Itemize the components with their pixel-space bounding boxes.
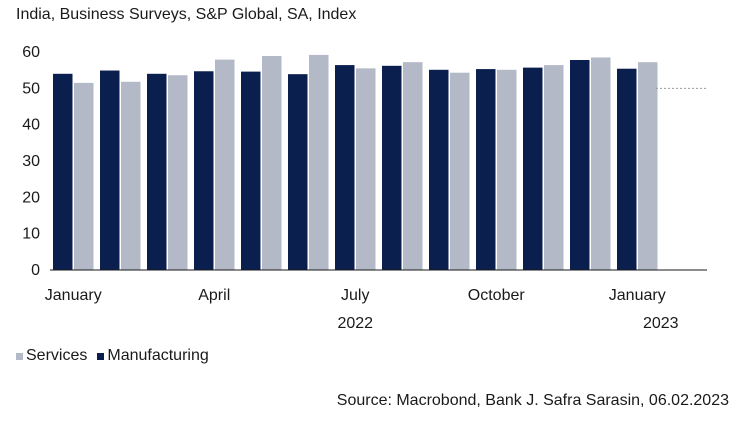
x-tick-label: October (468, 287, 526, 304)
bar-services (168, 75, 188, 271)
bar-services (121, 81, 141, 270)
y-tick-label: 20 (22, 189, 40, 206)
chart-title: India, Business Surveys, S&P Global, SA,… (16, 6, 357, 23)
legend-item-manufacturing: Manufacturing (97, 347, 209, 365)
bar-manufacturing (241, 71, 261, 271)
bar-services (215, 59, 235, 270)
bar-manufacturing (194, 71, 214, 270)
bar-manufacturing (523, 67, 543, 270)
bar-manufacturing (100, 70, 120, 270)
bar-manufacturing (147, 73, 167, 270)
bar-manufacturing (429, 69, 449, 270)
y-tick-label: 60 (22, 44, 40, 61)
bar-manufacturing (476, 69, 496, 271)
x-year-label: 2023 (643, 315, 679, 332)
bar-services (450, 72, 470, 271)
source-note: Source: Macrobond, Bank J. Safra Sarasin… (336, 392, 729, 409)
bar-manufacturing (53, 73, 73, 270)
bar-manufacturing (570, 59, 590, 270)
bar-services (262, 55, 282, 270)
x-year-label: 2022 (337, 315, 373, 332)
y-tick-label: 50 (22, 80, 40, 97)
legend-label-manufacturing: Manufacturing (107, 347, 209, 364)
y-tick-label: 30 (22, 153, 40, 170)
bar-services (638, 62, 658, 270)
legend: Services Manufacturing (16, 347, 209, 365)
bar-services (309, 54, 329, 271)
legend-label-services: Services (26, 347, 88, 364)
x-tick-label: January (609, 287, 666, 304)
legend-swatch-manufacturing (97, 352, 105, 360)
x-tick-label: April (198, 287, 230, 304)
x-tick-label: July (341, 287, 369, 304)
bar-services (544, 65, 564, 270)
y-tick-label: 10 (22, 226, 40, 243)
x-tick-label: January (45, 287, 102, 304)
bar-manufacturing (335, 65, 355, 270)
bar-chart: 0 10 20 30 40 50 60 January April July October Janu… (22, 44, 707, 332)
bar-manufacturing (382, 65, 402, 270)
y-tick-label: 0 (31, 262, 40, 279)
bar-manufacturing (288, 74, 308, 270)
legend-item-services: Services (16, 347, 87, 365)
bar-services (403, 62, 423, 270)
bar-services (356, 68, 376, 270)
bar-manufacturing (617, 68, 637, 270)
y-tick-label: 40 (22, 117, 40, 134)
bar-services (497, 69, 517, 270)
legend-swatch-services (16, 352, 23, 360)
bar-services (591, 57, 611, 271)
bar-services (74, 82, 94, 270)
